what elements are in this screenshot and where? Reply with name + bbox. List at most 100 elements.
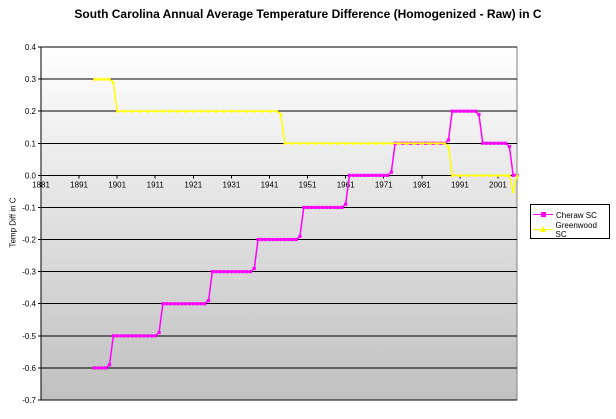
legend-marker-cheraw bbox=[533, 210, 553, 220]
x-tick-label: 1931 bbox=[223, 180, 241, 189]
data-point-greenwood-sc bbox=[305, 141, 310, 145]
data-point-cheraw-sc bbox=[134, 334, 138, 338]
data-point-greenwood-sc bbox=[397, 141, 401, 145]
x-tick-label: 1951 bbox=[299, 180, 317, 189]
data-point-cheraw-sc bbox=[484, 141, 489, 145]
data-point-cheraw-sc bbox=[359, 173, 363, 177]
data-point-cheraw-sc bbox=[309, 205, 313, 210]
data-point-cheraw-sc bbox=[378, 173, 382, 177]
y-tick-label: 0.1 bbox=[25, 139, 37, 148]
x-tick-label: 1961 bbox=[337, 180, 355, 189]
legend-marker-greenwood bbox=[533, 225, 553, 235]
data-point-greenwood-sc bbox=[381, 141, 386, 145]
data-point-greenwood-sc bbox=[107, 77, 112, 81]
data-point-greenwood-sc bbox=[465, 173, 470, 177]
data-point-cheraw-sc bbox=[298, 234, 302, 238]
data-point-cheraw-sc bbox=[157, 331, 161, 335]
data-point-greenwood-sc bbox=[511, 189, 515, 193]
x-tick-label: 1941 bbox=[261, 180, 279, 189]
data-point-cheraw-sc bbox=[210, 270, 214, 274]
data-point-cheraw-sc bbox=[104, 366, 108, 370]
data-point-cheraw-sc bbox=[214, 270, 218, 274]
data-point-cheraw-sc bbox=[465, 109, 470, 113]
data-point-cheraw-sc bbox=[503, 141, 508, 145]
data-point-cheraw-sc bbox=[187, 302, 192, 306]
series-layer bbox=[92, 77, 519, 370]
data-point-greenwood-sc bbox=[458, 173, 462, 177]
data-point-cheraw-sc bbox=[225, 270, 230, 274]
data-point-cheraw-sc bbox=[96, 366, 100, 370]
data-point-cheraw-sc bbox=[488, 141, 492, 145]
data-point-greenwood-sc bbox=[96, 77, 100, 81]
data-point-greenwood-sc bbox=[100, 77, 104, 81]
data-point-cheraw-sc bbox=[123, 334, 127, 338]
data-point-greenwood-sc bbox=[412, 141, 416, 145]
data-point-greenwood-sc bbox=[161, 109, 165, 113]
data-point-cheraw-sc bbox=[199, 302, 203, 306]
data-point-cheraw-sc bbox=[305, 205, 310, 210]
data-point-cheraw-sc bbox=[267, 237, 272, 242]
legend-triangle-greenwood bbox=[540, 226, 546, 232]
data-point-greenwood-sc bbox=[442, 141, 447, 145]
data-point-cheraw-sc bbox=[355, 173, 359, 177]
data-point-cheraw-sc bbox=[229, 270, 233, 274]
data-point-cheraw-sc bbox=[366, 173, 371, 177]
legend-label-greenwood: Greenwood SC bbox=[555, 221, 597, 239]
data-point-greenwood-sc bbox=[404, 141, 409, 145]
data-point-cheraw-sc bbox=[165, 302, 169, 306]
y-axis: 0.4 0.3 0.2 0.1 0.0 -0.1 -0.2 -0.3 -0.4 -0.5 -0.6 -… bbox=[22, 43, 42, 405]
data-point-cheraw-sc bbox=[107, 363, 112, 367]
data-point-cheraw-sc bbox=[347, 173, 352, 177]
data-point-cheraw-sc bbox=[245, 270, 249, 274]
data-point-greenwood-sc bbox=[260, 109, 264, 113]
data-point-greenwood-sc bbox=[111, 80, 116, 84]
data-point-cheraw-sc bbox=[115, 334, 119, 338]
data-point-cheraw-sc bbox=[264, 237, 268, 242]
data-point-cheraw-sc bbox=[363, 173, 367, 177]
data-point-cheraw-sc bbox=[450, 109, 454, 113]
data-point-cheraw-sc bbox=[302, 205, 306, 210]
data-point-greenwood-sc bbox=[214, 109, 218, 113]
data-point-cheraw-sc bbox=[321, 205, 325, 210]
data-point-cheraw-sc bbox=[385, 173, 390, 177]
data-point-cheraw-sc bbox=[218, 270, 222, 274]
data-point-greenwood-sc bbox=[336, 141, 340, 145]
x-tick-label: 1911 bbox=[147, 180, 165, 189]
data-point-greenwood-sc bbox=[168, 109, 173, 113]
data-point-cheraw-sc bbox=[92, 366, 96, 370]
data-point-cheraw-sc bbox=[260, 237, 264, 242]
data-point-greenwood-sc bbox=[237, 109, 241, 113]
data-point-greenwood-sc bbox=[374, 141, 378, 145]
data-point-cheraw-sc bbox=[477, 112, 481, 116]
x-tick-label: 1891 bbox=[70, 180, 88, 189]
data-point-greenwood-sc bbox=[328, 141, 333, 145]
data-point-cheraw-sc bbox=[142, 334, 146, 338]
y-tick-label: -0.2 bbox=[22, 236, 36, 245]
data-point-greenwood-sc bbox=[290, 141, 295, 145]
data-point-greenwood-sc bbox=[279, 112, 283, 116]
data-point-cheraw-sc bbox=[332, 205, 336, 210]
data-point-cheraw-sc bbox=[111, 334, 115, 338]
data-point-greenwood-sc bbox=[92, 77, 97, 81]
data-point-greenwood-sc bbox=[145, 109, 150, 113]
data-point-cheraw-sc bbox=[138, 334, 142, 338]
data-point-greenwood-sc bbox=[115, 109, 119, 113]
data-point-cheraw-sc bbox=[100, 366, 104, 370]
data-point-cheraw-sc bbox=[328, 205, 333, 210]
data-point-cheraw-sc bbox=[256, 237, 260, 242]
data-point-cheraw-sc bbox=[290, 237, 294, 242]
y-tick-label: -0.1 bbox=[22, 203, 36, 212]
data-point-cheraw-sc bbox=[462, 109, 466, 113]
data-point-cheraw-sc bbox=[195, 302, 199, 306]
data-point-greenwood-sc bbox=[267, 109, 272, 113]
series-line-cheraw-sc bbox=[94, 110, 517, 369]
x-tick-label: 1921 bbox=[184, 180, 202, 189]
data-point-cheraw-sc bbox=[492, 141, 496, 145]
data-point-greenwood-sc bbox=[313, 141, 317, 145]
y-tick-label: 0.0 bbox=[25, 171, 37, 180]
data-point-greenwood-sc bbox=[191, 109, 196, 113]
data-point-cheraw-sc bbox=[237, 270, 241, 274]
data-point-cheraw-sc bbox=[340, 205, 344, 210]
